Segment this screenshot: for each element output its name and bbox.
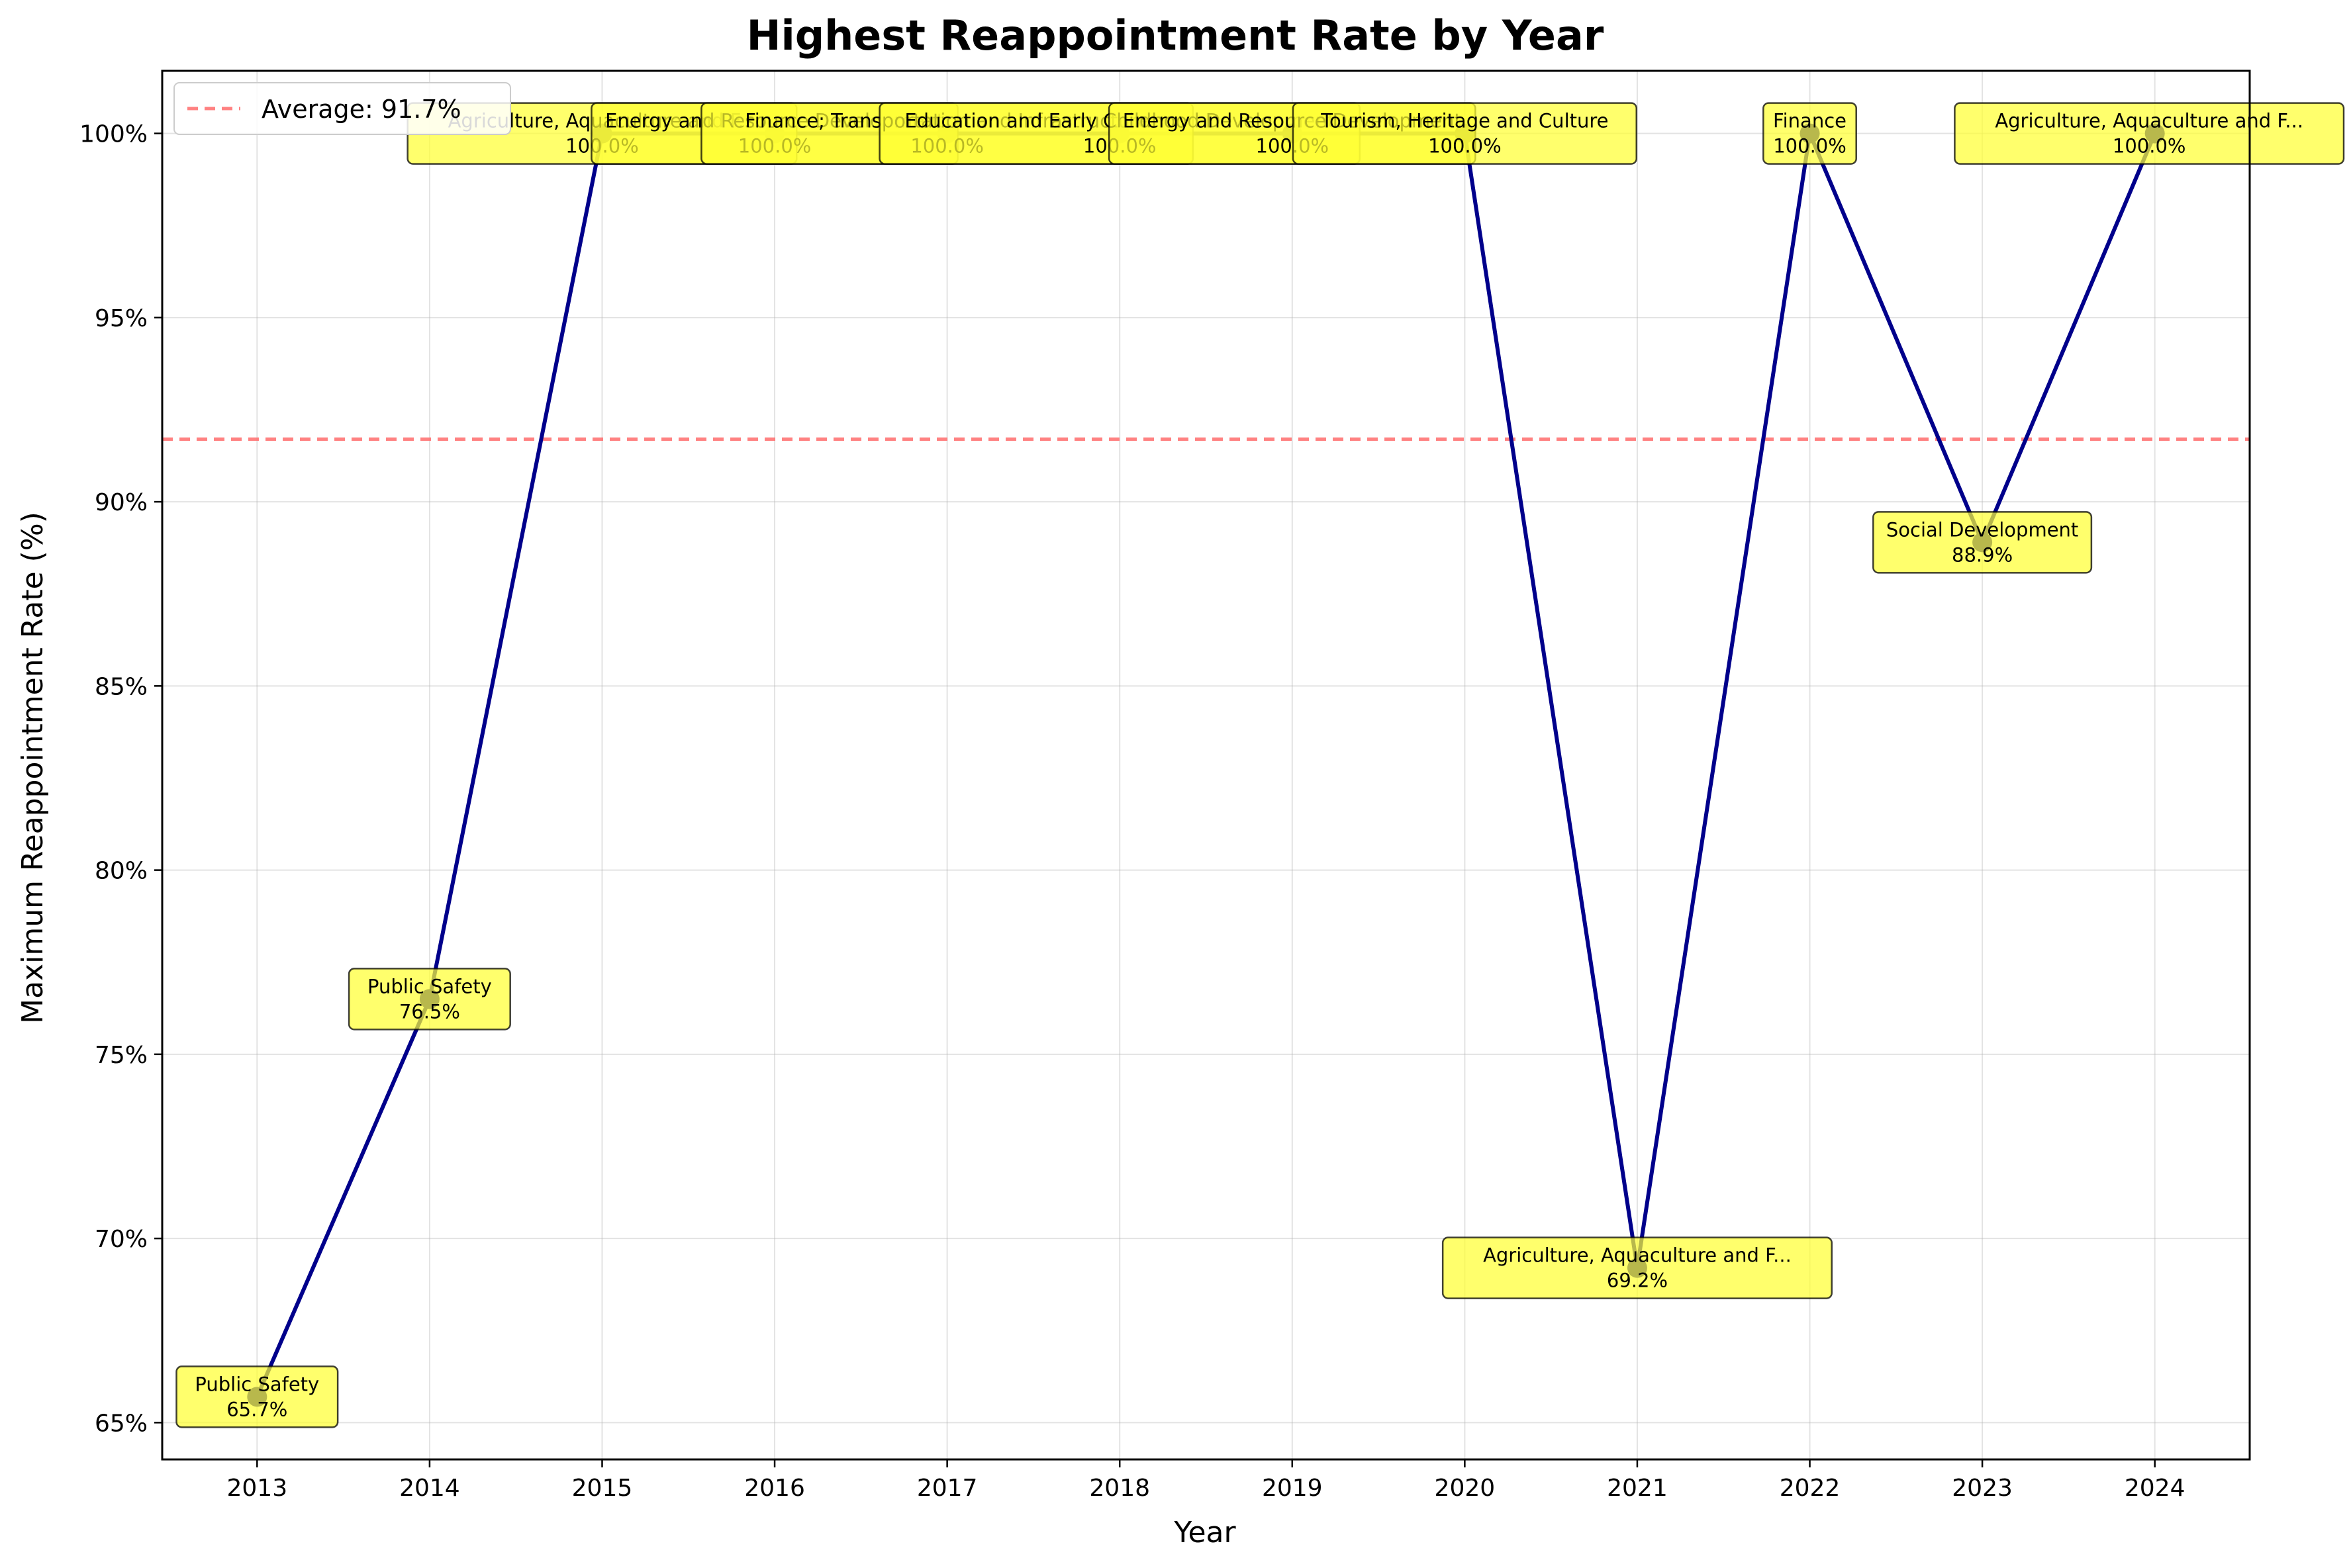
x-tick-label: 2021 (1607, 1475, 1668, 1502)
grid-layer (162, 71, 2250, 1459)
x-tick-label: 2020 (1435, 1475, 1496, 1502)
annotation-box (1954, 102, 2345, 165)
y-tick-label: 75% (95, 1042, 148, 1069)
annotation-value: 88.9% (1952, 543, 2013, 566)
x-tick-label: 2013 (227, 1475, 288, 1502)
annotation-box (1441, 1236, 1833, 1299)
y-tick-label: 95% (95, 305, 148, 332)
annotation-value: 69.2% (1607, 1269, 1668, 1292)
y-tick-label: 80% (95, 858, 148, 885)
y-tick-label: 85% (95, 673, 148, 700)
x-tick-label: 2023 (1952, 1475, 2013, 1502)
annotation-box (1872, 511, 2093, 574)
annotation-value: 76.5% (399, 1000, 460, 1023)
legend-average-label: Average: 91.7% (262, 95, 461, 124)
legend-box (173, 82, 511, 135)
annotation-value: 100.0% (2113, 135, 2186, 158)
annotation-value: 65.7% (226, 1398, 287, 1420)
x-tick-label: 2018 (1089, 1475, 1150, 1502)
x-tick-label: 2015 (572, 1475, 633, 1502)
y-tick-label: 100% (79, 121, 148, 148)
chart-title: Highest Reappointment Rate by Year (747, 11, 1604, 60)
x-tick-label: 2024 (2125, 1475, 2185, 1502)
annotation-category: Agriculture, Aquaculture and F... (1995, 110, 2303, 132)
data-annotation: Public Safety 76.5% (348, 968, 511, 1031)
y-tick-label: 70% (95, 1226, 148, 1253)
data-annotation: Agriculture, Aquaculture and F...69.2% (1441, 1236, 1833, 1299)
x-tick-label: 2017 (917, 1475, 978, 1502)
y-tick-label: 90% (95, 489, 148, 516)
data-annotation: Tourism, Heritage and Culture 100.0% (1292, 102, 1638, 165)
data-annotation: Public Safety 65.7% (175, 1365, 339, 1428)
annotation-box (348, 968, 511, 1031)
annotation-value: 100.0% (1428, 135, 1502, 158)
y-axis-label: Maximum Reappointment Rate (%) (16, 512, 50, 1024)
y-tick-label: 65% (95, 1410, 148, 1437)
legend: Average: 91.7% (173, 82, 511, 135)
annotation-category: Public Safety (367, 975, 492, 997)
x-axis-label: Year (1173, 1516, 1236, 1549)
annotation-value: 100.0% (1773, 135, 1847, 158)
annotation-category: Tourism, Heritage and Culture (1320, 110, 1608, 132)
data-annotation: Finance 100.0% (1762, 102, 1857, 165)
x-tick-label: 2022 (1780, 1475, 1841, 1502)
annotation-box (1762, 102, 1857, 165)
annotation-category: Agriculture, Aquaculture and F... (1483, 1244, 1792, 1267)
annotation-category: Finance (1773, 110, 1847, 132)
x-tick-label: 2019 (1262, 1475, 1323, 1502)
annotation-category: Public Safety (195, 1373, 319, 1395)
x-tick-label: 2016 (744, 1475, 805, 1502)
annotation-category: Social Development (1886, 518, 2078, 541)
annotation-box (1292, 102, 1638, 165)
annotation-box (175, 1365, 339, 1428)
x-tick-label: 2014 (399, 1475, 460, 1502)
plot-frame (161, 69, 2251, 1461)
ticks-layer: 2013 2014 2015 2016 2017 2018 2019 2020 2021 2022… (79, 121, 2185, 1502)
data-annotation: Agriculture, Aquaculture and F... 100.0% (1954, 102, 2345, 165)
